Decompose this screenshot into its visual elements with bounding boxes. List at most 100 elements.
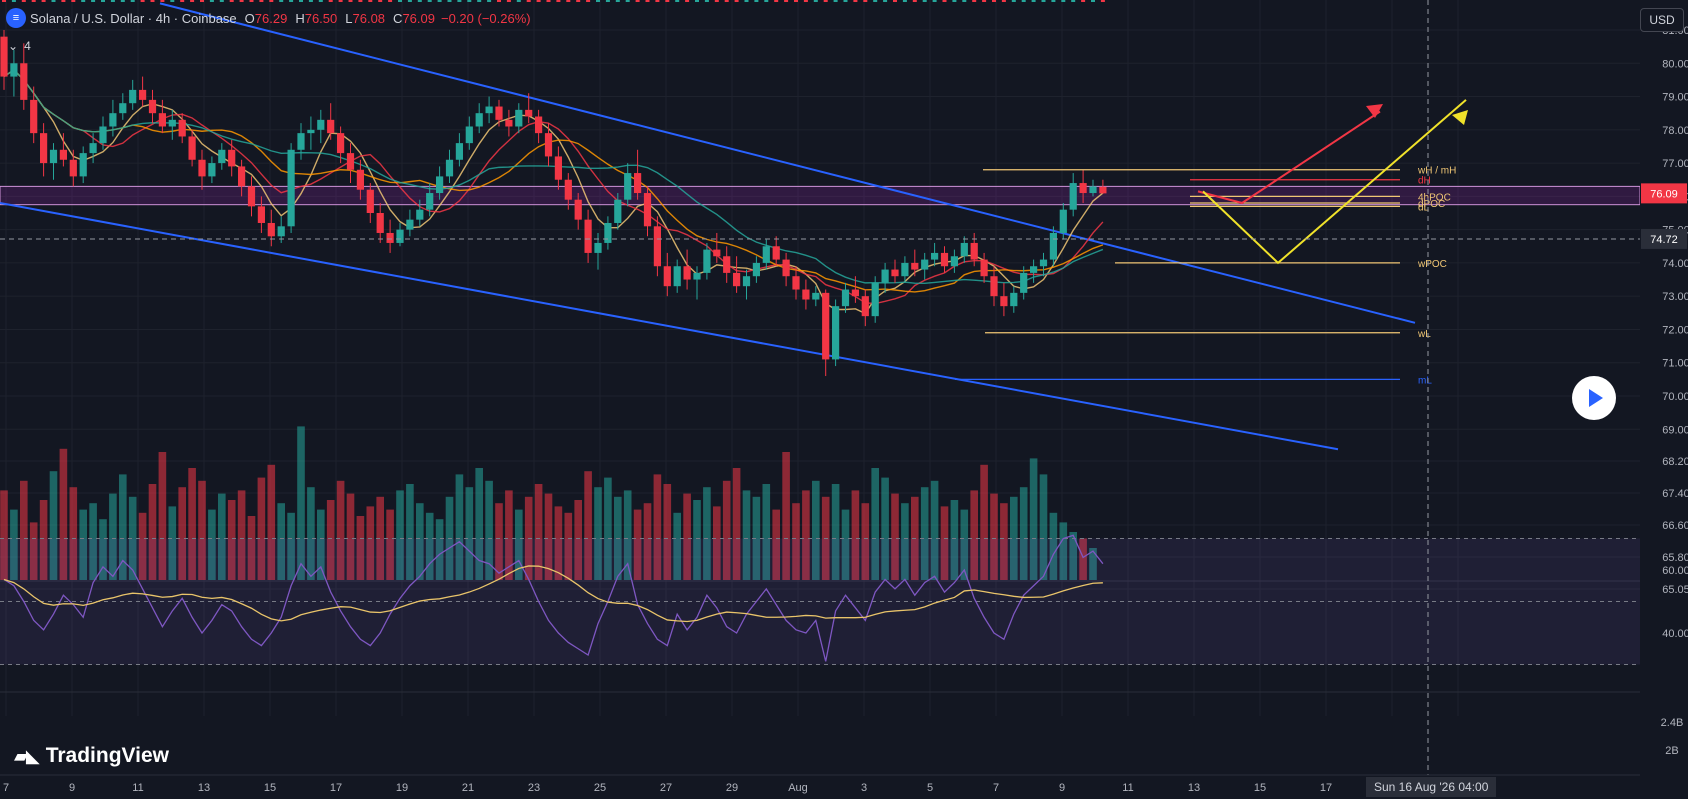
candle-body <box>247 186 256 207</box>
candle-body <box>337 133 345 154</box>
price-tick-label: 79.00 <box>1662 92 1688 104</box>
candle-body <box>158 113 166 127</box>
obv-mark <box>615 0 620 2</box>
volume-bar <box>891 493 899 580</box>
candle-body <box>782 259 790 277</box>
candles[interactable] <box>0 30 1107 377</box>
candle-body <box>49 149 58 164</box>
candle-body <box>168 119 176 127</box>
candle-body <box>1049 232 1057 260</box>
candle-body <box>148 99 157 114</box>
obv-mark <box>1100 0 1105 2</box>
time-tick-label: 11 <box>1122 782 1133 794</box>
candle-body <box>921 259 929 270</box>
time-tick-label: 25 <box>594 782 606 794</box>
volume-bar <box>158 452 167 580</box>
candle-body <box>1000 296 1008 307</box>
volume-bar <box>287 512 295 580</box>
rsi-ma-line <box>3 565 1103 623</box>
candle-body <box>772 246 780 260</box>
volume-bar <box>20 480 28 580</box>
projection-arrows[interactable] <box>1197 99 1468 265</box>
price-axis-bg <box>1640 0 1688 799</box>
volume-bar <box>99 519 107 580</box>
candle-body <box>990 276 998 297</box>
obv-mark <box>31 0 36 2</box>
symbol-title[interactable]: Solana / U.S. Dollar · 4h · Coinbase <box>30 10 237 26</box>
candle-body <box>594 242 602 253</box>
volume-bar <box>722 480 731 580</box>
candle-body <box>376 213 384 233</box>
volume-bar <box>950 500 959 580</box>
obv-mark <box>685 0 690 2</box>
obv-mark <box>784 0 789 2</box>
candle-body <box>188 136 196 160</box>
candle-body <box>574 199 582 220</box>
obv-mark <box>299 0 303 2</box>
volume-bar <box>425 512 434 580</box>
candle-body <box>841 289 850 307</box>
volume-bar <box>920 487 929 580</box>
obv-mark <box>893 0 897 2</box>
price-axis[interactable]: 81.0080.0079.0078.0077.0076.0075.0074.00… <box>1640 0 1688 799</box>
candle-body <box>703 249 711 273</box>
obv-mark <box>190 0 195 2</box>
obv-mark <box>358 0 363 2</box>
volume-bar <box>39 500 48 580</box>
volume-bar <box>237 490 246 580</box>
volume-bar <box>831 484 840 580</box>
volume-bar <box>980 464 988 580</box>
obv-mark <box>1061 0 1066 2</box>
obv-mark <box>2 0 6 2</box>
candle-body <box>1030 266 1038 273</box>
volume-bar <box>683 493 691 580</box>
obv-mark <box>71 0 76 2</box>
menu-icon[interactable]: ≡ <box>6 8 26 28</box>
volume-bar <box>772 509 780 580</box>
candle-body <box>554 156 562 180</box>
candle-body <box>960 242 968 257</box>
obv-mark <box>576 0 581 2</box>
arrow-head-red <box>1366 104 1383 118</box>
candle-body <box>713 249 721 257</box>
obv-mark <box>853 0 858 2</box>
volume-bar <box>455 474 464 580</box>
volume-bar <box>227 500 236 580</box>
time-tick-label: 11 <box>132 782 143 794</box>
time-tick-label: 15 <box>1254 782 1266 794</box>
obv-mark <box>1041 0 1046 2</box>
candle-body <box>624 173 632 200</box>
tradingview-logo[interactable]: ▰◣ TradingView <box>14 744 169 768</box>
indicators-toggle[interactable]: ⌄ 4 <box>8 36 31 56</box>
candle-body <box>139 89 147 100</box>
time-tick-label: 15 <box>264 782 276 794</box>
volume-bar <box>534 484 543 580</box>
obv-pane[interactable] <box>0 0 1640 693</box>
brand-name: TradingView <box>45 744 170 767</box>
obv-mark <box>51 0 56 2</box>
obv-tick-label: 2.4B <box>1661 717 1684 729</box>
time-tick-label: 29 <box>726 782 738 794</box>
descending-channel[interactable] <box>0 2 1416 451</box>
currency-button[interactable]: USD <box>1640 8 1684 32</box>
volume-bar <box>861 503 870 580</box>
obv-mark <box>21 0 26 2</box>
candle-body <box>931 252 939 260</box>
candle-body <box>980 259 988 277</box>
volume-bar <box>515 509 523 580</box>
rsi-pane[interactable] <box>0 534 1640 665</box>
volume-bar <box>594 487 602 580</box>
obv-mark <box>338 0 343 2</box>
replay-button[interactable] <box>1572 376 1616 420</box>
candle-body <box>178 119 186 137</box>
volume-bar <box>148 484 157 580</box>
price-tick-label: 65.05 <box>1662 584 1688 596</box>
volume-bar <box>297 426 305 580</box>
volume-bar <box>762 484 771 580</box>
candle-body <box>970 242 978 260</box>
candle-body <box>911 262 919 270</box>
candle-body <box>10 63 18 77</box>
candle-body <box>416 209 424 220</box>
